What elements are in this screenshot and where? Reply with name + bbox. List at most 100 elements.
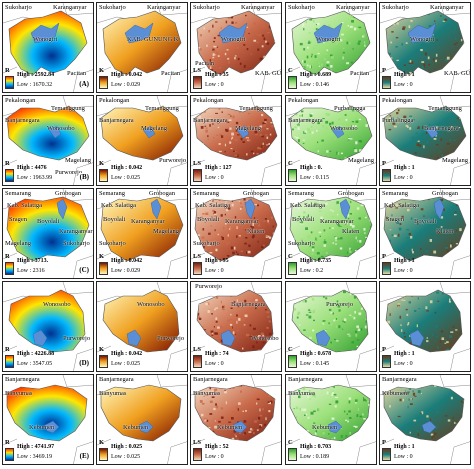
legend-low-value: Low : 0.2 bbox=[300, 268, 324, 274]
factor-letter: LS bbox=[193, 346, 201, 353]
place-label: Magelang bbox=[348, 157, 374, 164]
row-tag: (C) bbox=[78, 266, 90, 274]
place-label: Sukoharjo bbox=[193, 4, 220, 11]
map-panel-a-p: Sukoharjo Karanganyar Wonogiri KAB. GUNUNG … bbox=[379, 2, 471, 93]
map-legend: LS High : 35 Low : 0 bbox=[193, 67, 281, 90]
map-panel-b-ls: Pekalongan Temanggung Banjarnegara Magelang… bbox=[190, 95, 282, 186]
region-fill bbox=[383, 196, 467, 262]
place-label: Banjarnegara bbox=[231, 301, 266, 308]
place-label: Banyumas bbox=[5, 390, 33, 397]
legend-color-ramp bbox=[99, 76, 108, 89]
map-layer bbox=[3, 282, 93, 371]
place-label: Kebumen bbox=[312, 424, 338, 431]
legend-low-value: Low : 1670.32 bbox=[17, 82, 53, 88]
factor-letter: K bbox=[99, 346, 105, 353]
row-tag: (E) bbox=[78, 452, 90, 460]
map-layer bbox=[3, 96, 93, 185]
map-layer bbox=[380, 189, 470, 278]
place-label: Semarang bbox=[99, 190, 125, 197]
legend-low-value: Low : 0 bbox=[394, 454, 413, 460]
reservoir-water bbox=[313, 22, 343, 44]
region-fill bbox=[6, 105, 90, 161]
map-panel-e-k: Banjarnegara Banyumas Kebumen K High : 0.0… bbox=[96, 374, 188, 465]
place-label: Sukoharjo bbox=[63, 240, 90, 247]
place-label: Pacitan bbox=[350, 70, 370, 77]
place-label: Klaten bbox=[436, 228, 454, 235]
legend-high-value: High : 1 bbox=[394, 165, 415, 171]
place-label: Semarang bbox=[288, 190, 314, 197]
map-panel-d-p: P High : 1 Low : 0 bbox=[379, 281, 471, 372]
legend-high-value: High : 74 bbox=[205, 351, 229, 357]
place-label: Kab. Salatiga bbox=[195, 202, 231, 209]
legend-color-ramp bbox=[288, 355, 297, 368]
region-fill bbox=[8, 289, 86, 353]
legend-high-value: High : 0.042 bbox=[111, 351, 143, 357]
map-layer bbox=[380, 96, 470, 185]
place-label: Kebumen bbox=[123, 424, 149, 431]
place-label: Purworejo bbox=[55, 169, 83, 176]
place-label: Kab. Salatiga bbox=[384, 202, 420, 209]
legend-low-value: Low : 0 bbox=[394, 175, 413, 181]
place-label: Wonosobo bbox=[43, 301, 71, 308]
place-label: Pacitan bbox=[195, 60, 215, 67]
legend-low-value: Low : 3469.19 bbox=[17, 454, 53, 460]
legend-low-value: Low : 0 bbox=[394, 268, 413, 274]
map-panel-d-c: Purworejo C High : 0.678 Low : 0.145 bbox=[285, 281, 377, 372]
place-label: Magelang bbox=[442, 157, 468, 164]
map-legend: LS High : 95 Low : 0 bbox=[193, 253, 281, 276]
map-panel-a-c: Sukoharjo Karanganyar Wonogiri Pacitan C Hi… bbox=[285, 2, 377, 93]
factor-letter: C bbox=[288, 160, 293, 167]
legend-high-value: High : 127 bbox=[205, 165, 232, 171]
place-label: Pekalongan bbox=[382, 97, 413, 104]
factor-letter: LS bbox=[193, 67, 201, 74]
place-label: Banjarnegara bbox=[382, 376, 417, 383]
legend-low-value: Low : 0 bbox=[205, 268, 224, 274]
map-panel-a-ls: Sukoharjo Karanganyar Wonogiri KAB. GUNUNG … bbox=[190, 2, 282, 93]
place-label: Sukoharjo bbox=[99, 240, 126, 247]
legend-high-value: High : 1 bbox=[394, 258, 415, 264]
place-label: Magelang bbox=[5, 240, 31, 247]
map-panel-c-p: Semarang Grobogan Kab. Salatiga Sragen Boyol… bbox=[379, 188, 471, 279]
place-label: Kab. Salatiga bbox=[290, 202, 326, 209]
map-layer bbox=[286, 282, 376, 371]
map-legend: C High : 0.735 Low : 0.2 bbox=[288, 253, 376, 276]
factor-letter: LS bbox=[193, 439, 201, 446]
map-legend: C High : 0.678 Low : 0.145 bbox=[288, 346, 376, 369]
legend-color-ramp bbox=[5, 76, 14, 89]
legend-color-ramp bbox=[5, 262, 14, 275]
legend-high-value: High : 2592.84 bbox=[17, 72, 55, 78]
map-legend: LS High : 127 Low : 0 bbox=[193, 160, 281, 183]
legend-low-value: Low : 0.025 bbox=[111, 175, 141, 181]
reservoir-water bbox=[220, 329, 236, 347]
place-label: Banjarnegara bbox=[99, 117, 134, 124]
region-fill bbox=[291, 289, 369, 353]
legend-color-ramp bbox=[382, 355, 391, 368]
legend-low-value: Low : 0.189 bbox=[300, 454, 330, 460]
legend-low-value: Low : 0 bbox=[205, 361, 224, 367]
place-label: KAB. GUNUNG K bbox=[127, 36, 179, 43]
place-label: Kab. Salatiga bbox=[101, 202, 137, 209]
row-tag: (B) bbox=[78, 173, 90, 181]
place-label: Sukoharjo bbox=[288, 4, 315, 11]
legend-high-value: High : 1 bbox=[394, 72, 415, 78]
map-legend: K High : 0.042 Low : 0.025 bbox=[99, 160, 187, 183]
place-label: Wonogiri bbox=[33, 36, 58, 43]
legend-color-ramp bbox=[288, 448, 297, 461]
region-fill bbox=[383, 105, 467, 161]
reservoir-water bbox=[218, 22, 248, 44]
map-legend: R High : 4741.97 Low : 3469.19 bbox=[5, 439, 93, 462]
place-label: Purworejo bbox=[157, 335, 185, 342]
factor-letter: K bbox=[99, 67, 105, 74]
factor-letter: C bbox=[288, 346, 293, 353]
map-panel-c-r: Semarang Grobogan Kab. Salatiga Sragen Boyol… bbox=[2, 188, 94, 279]
legend-high-value: High : 1 bbox=[394, 444, 415, 450]
legend-low-value: Low : 0.029 bbox=[111, 268, 141, 274]
legend-high-value: High : 4741.97 bbox=[17, 444, 55, 450]
region-fill bbox=[194, 105, 278, 161]
legend-color-ramp bbox=[193, 76, 202, 89]
map-panel-c-ls: Semarang Grobogan Kab. Salatiga Boyolali Kar… bbox=[190, 188, 282, 279]
map-panel-b-k: Pekalongan Temanggung Banjarnegara Magelang… bbox=[96, 95, 188, 186]
place-label: Boyolali bbox=[414, 218, 437, 225]
legend-color-ramp bbox=[193, 355, 202, 368]
map-panel-d-ls: Banjarnegara Wonosobo Purworejo LS High : … bbox=[190, 281, 282, 372]
